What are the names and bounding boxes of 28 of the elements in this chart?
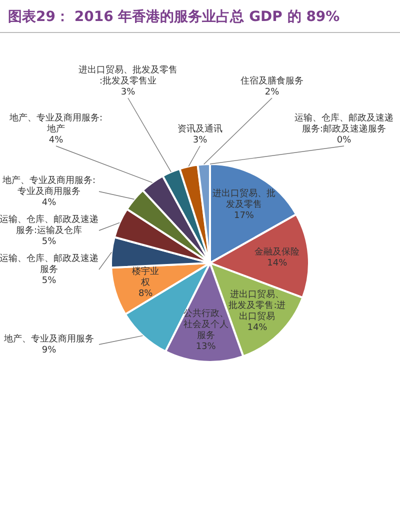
slice-label: 资讯及通讯 <box>178 123 222 134</box>
slice-label: 运输、仓库、邮政及速递服务:运输及仓库 <box>0 214 98 236</box>
slice-label: 地产、专业及商用服务:专业及商用服务 <box>1 174 96 197</box>
slice-label: 住宿及膳食服务 <box>240 75 304 86</box>
text: 0% <box>336 135 352 146</box>
data-label: 9% <box>42 345 57 356</box>
data-label: 4% <box>48 135 64 146</box>
data-label: 14% <box>267 258 288 269</box>
data-label: 8% <box>138 288 154 299</box>
slice-label: 运输、仓库、邮政及速递服务 <box>0 252 98 275</box>
chart-title: 图表29： 2016 年香港的服务业占总 GDP 的 89% <box>0 0 400 33</box>
slice-label: 进出口贸易、批发及零售:进出口贸易 <box>228 288 286 322</box>
data-label: 5% <box>42 276 57 286</box>
slice-label: 地产、专业及商用服务:地产 <box>8 112 103 134</box>
slice-label: 进出口贸易、批发及零售 <box>212 188 276 210</box>
data-label: 13% <box>196 342 216 352</box>
slice-label: 地产、专业及商用服务 <box>3 333 94 344</box>
data-label: 14% <box>247 322 268 333</box>
data-label: 5% <box>42 236 57 247</box>
slice-label: 进出口贸易、批发及零售:批发及零售业 <box>78 64 178 86</box>
category-label: 运输、仓库、邮政及速递服务:邮政及速递服务 <box>294 113 394 134</box>
data-label: 4% <box>42 198 57 208</box>
slice-label: 金融及保险 <box>254 246 300 258</box>
slice-label: 楼宇业权 <box>132 266 160 288</box>
data-label: 17% <box>234 211 254 222</box>
data-label: 3% <box>192 135 208 146</box>
data-label: 2% <box>264 87 280 98</box>
data-label: 3% <box>120 87 136 98</box>
